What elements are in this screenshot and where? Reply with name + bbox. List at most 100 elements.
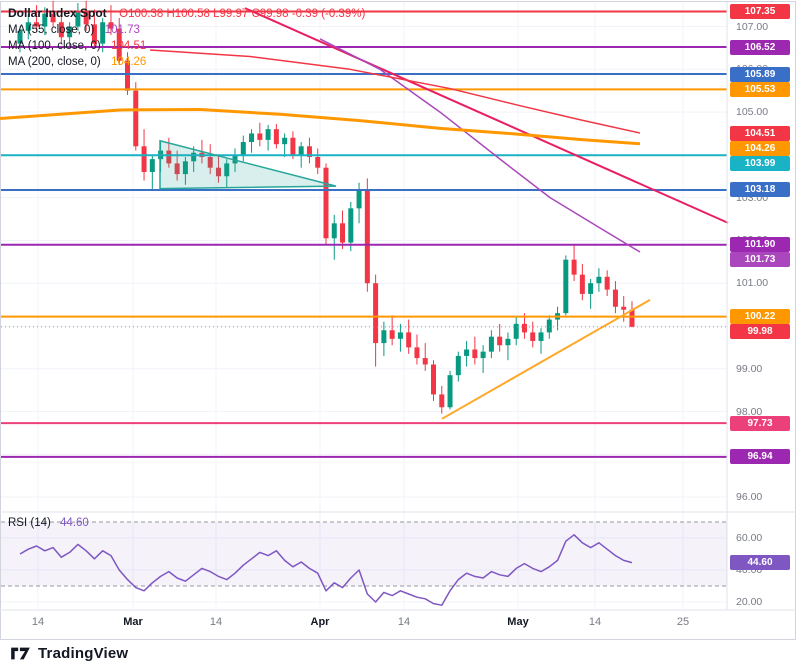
candle-body [133, 90, 139, 147]
indicator-row-ma200[interactable]: MA (200, close, 0) 104.26 [8, 53, 365, 69]
candle-body [480, 351, 486, 359]
ohlc-values: O100.38 H100.58 L99.97 C99.98 -0.39 (-0.… [119, 8, 366, 20]
ma-200-line[interactable] [0, 108, 641, 146]
candle-body [191, 152, 197, 162]
candle-body [100, 22, 106, 44]
rsi-indicator-row[interactable]: RSI (14) 44.60 [8, 515, 89, 531]
tradingview-branding[interactable]: TradingView [10, 645, 128, 662]
indicator-value: 104.51 [111, 40, 147, 52]
candle-body [257, 133, 263, 140]
candle-body [505, 338, 511, 346]
candle-body [249, 133, 255, 143]
price-level-badge: 104.51 [730, 125, 790, 141]
indicator-label: MA (100, close, 0) [8, 40, 101, 52]
candle-body [521, 323, 527, 333]
descending-trendline[interactable] [244, 7, 729, 224]
price-axis-label: 98.00 [736, 405, 763, 418]
candle-body [323, 167, 329, 239]
candle-body [397, 332, 403, 339]
time-axis-label: 25 [676, 616, 690, 628]
tradingview-wordmark: TradingView [38, 645, 129, 662]
candle-body [563, 259, 569, 314]
price-level-badge: 107.35 [730, 4, 790, 20]
candle-body [125, 60, 131, 91]
candle-body [348, 208, 354, 243]
candle-body [224, 163, 230, 177]
candle-body [265, 129, 271, 140]
candle-body [406, 332, 412, 348]
candle-body [42, 13, 48, 27]
candle-body [50, 13, 56, 23]
price-level-badge: 103.99 [730, 155, 790, 171]
candle-body [83, 11, 89, 25]
rsi-label: RSI (14) [8, 517, 51, 529]
candle-body [315, 157, 321, 168]
candle-body [439, 394, 445, 408]
candle-body [588, 283, 594, 294]
price-level-badge: 97.73 [730, 415, 790, 431]
candle-body [91, 24, 97, 44]
candle-body [207, 157, 213, 168]
indicator-row-ma55[interactable]: MA (55, close, 0) 101.73 [8, 21, 365, 37]
time-axis-label: Mar [123, 616, 143, 628]
price-level-badge: 105.89 [730, 66, 790, 82]
candle-body [604, 276, 610, 290]
candle-body [298, 146, 304, 155]
candle-body [75, 11, 81, 27]
rsi-band-fill [1, 522, 727, 586]
price-axis-label: 107.00 [736, 20, 769, 33]
candle-body [546, 319, 552, 333]
ma-100-line[interactable] [149, 49, 641, 134]
rsi-line[interactable] [19, 534, 633, 606]
price-level-badge: 101.73 [730, 252, 790, 268]
indicator-value: 101.73 [104, 24, 140, 36]
candle-body [472, 349, 478, 359]
ascending-trendline[interactable] [441, 299, 651, 420]
candle-body [356, 189, 362, 209]
candle-body [538, 332, 544, 341]
candle-body [108, 22, 114, 29]
candle-body [364, 189, 370, 284]
time-axis-label: 14 [209, 616, 223, 628]
candle-body [513, 323, 519, 339]
candle-body [290, 137, 296, 155]
candle-body [431, 364, 436, 395]
candle-body [571, 259, 577, 275]
triangle-pattern[interactable] [159, 139, 337, 190]
candle-body [389, 330, 395, 339]
price-level-badge: 106.52 [730, 39, 790, 55]
candle-body [579, 274, 585, 294]
rsi-value-badge: 44.60 [730, 555, 790, 571]
indicator-label: MA (55, close, 0) [8, 24, 95, 36]
candle-body [141, 146, 147, 172]
price-axis-label: 96.00 [736, 491, 763, 504]
chart-legend: Dollar Index Spot O100.38 H100.58 L99.97… [8, 5, 365, 69]
candle-body [273, 129, 279, 145]
candle-body [596, 276, 602, 284]
candle-body [58, 22, 64, 38]
candle-body [149, 159, 155, 172]
rsi-axis-label: 60.00 [736, 532, 763, 544]
price-level-badge: 103.18 [730, 182, 790, 198]
candle-body [612, 289, 618, 307]
candle-body [447, 375, 453, 408]
indicator-row-ma100[interactable]: MA (100, close, 0) 104.51 [8, 37, 365, 53]
candle-body [166, 150, 172, 164]
candle-body [25, 22, 31, 31]
candle-body [414, 347, 420, 359]
price-level-badge: 105.53 [730, 81, 790, 97]
price-level-badge: 101.90 [730, 237, 790, 253]
symbol-name: Dollar Index Spot [8, 6, 107, 20]
candle-body [381, 330, 387, 344]
candle-body [232, 154, 238, 164]
time-axis-label: 14 [31, 616, 45, 628]
candle-body [116, 28, 122, 61]
candle-body [67, 26, 73, 38]
candle-body [497, 336, 503, 346]
rsi-axis-label: 20.00 [736, 596, 763, 608]
ma-55-line[interactable] [319, 38, 641, 253]
symbol-title-row[interactable]: Dollar Index Spot O100.38 H100.58 L99.97… [8, 5, 365, 21]
indicator-label: MA (200, close, 0) [8, 56, 101, 68]
